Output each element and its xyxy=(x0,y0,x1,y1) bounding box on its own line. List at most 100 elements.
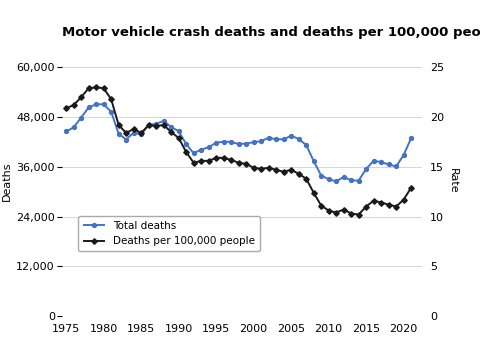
Total deaths xyxy=(288,134,294,138)
Deaths per 100,000 people xyxy=(206,159,212,163)
Total deaths xyxy=(251,140,256,144)
Deaths per 100,000 people xyxy=(303,177,309,181)
Total deaths xyxy=(311,159,316,163)
Deaths per 100,000 people xyxy=(131,127,136,131)
Total deaths xyxy=(206,145,212,149)
Total deaths xyxy=(63,129,69,134)
Deaths per 100,000 people xyxy=(183,150,189,154)
Total deaths xyxy=(213,140,219,145)
Total deaths xyxy=(243,141,249,146)
Deaths per 100,000 people xyxy=(273,168,279,172)
Deaths per 100,000 people xyxy=(363,204,369,209)
Deaths per 100,000 people xyxy=(176,136,181,140)
Total deaths xyxy=(408,136,414,140)
Deaths per 100,000 people xyxy=(318,204,324,208)
Total deaths xyxy=(303,143,309,147)
Total deaths xyxy=(161,119,167,123)
Deaths per 100,000 people xyxy=(138,131,144,135)
Y-axis label: Deaths: Deaths xyxy=(2,162,12,201)
Total deaths xyxy=(123,137,129,142)
Deaths per 100,000 people xyxy=(168,130,174,134)
Deaths per 100,000 people xyxy=(161,123,167,127)
Legend: Total deaths, Deaths per 100,000 people: Total deaths, Deaths per 100,000 people xyxy=(78,216,260,251)
Deaths per 100,000 people xyxy=(258,167,264,171)
Total deaths xyxy=(71,125,76,130)
Total deaths xyxy=(78,116,84,120)
Total deaths xyxy=(371,159,376,163)
Total deaths xyxy=(146,123,152,127)
Deaths per 100,000 people xyxy=(63,106,69,110)
Total deaths xyxy=(281,137,287,141)
Total deaths xyxy=(221,140,227,144)
Total deaths xyxy=(363,167,369,171)
Deaths per 100,000 people xyxy=(401,197,407,202)
Total deaths xyxy=(401,153,407,157)
Total deaths xyxy=(191,151,196,155)
Deaths per 100,000 people xyxy=(108,97,114,101)
Total deaths xyxy=(266,136,272,140)
Deaths per 100,000 people xyxy=(101,86,107,90)
Deaths per 100,000 people xyxy=(221,156,227,160)
Deaths per 100,000 people xyxy=(198,159,204,163)
Deaths per 100,000 people xyxy=(333,210,339,215)
Deaths per 100,000 people xyxy=(311,191,316,195)
Y-axis label: Rate: Rate xyxy=(448,168,458,194)
Total deaths xyxy=(341,175,347,179)
Total deaths xyxy=(326,177,332,181)
Total deaths xyxy=(176,129,181,133)
Deaths per 100,000 people xyxy=(251,165,256,170)
Deaths per 100,000 people xyxy=(71,103,76,107)
Line: Total deaths: Total deaths xyxy=(64,102,413,183)
Total deaths xyxy=(318,173,324,178)
Deaths per 100,000 people xyxy=(288,168,294,172)
Deaths per 100,000 people xyxy=(326,208,332,213)
Deaths per 100,000 people xyxy=(146,123,152,127)
Total deaths xyxy=(86,105,92,109)
Deaths per 100,000 people xyxy=(116,123,121,127)
Total deaths xyxy=(296,137,301,141)
Deaths per 100,000 people xyxy=(296,172,301,176)
Deaths per 100,000 people xyxy=(393,204,399,209)
Total deaths xyxy=(108,109,114,114)
Deaths per 100,000 people xyxy=(123,131,129,135)
Line: Deaths per 100,000 people: Deaths per 100,000 people xyxy=(64,85,413,216)
Deaths per 100,000 people xyxy=(243,162,249,166)
Deaths per 100,000 people xyxy=(341,208,347,212)
Total deaths xyxy=(131,130,136,135)
Deaths per 100,000 people xyxy=(408,186,414,190)
Total deaths xyxy=(116,132,121,136)
Deaths per 100,000 people xyxy=(348,211,354,216)
Text: Motor vehicle crash deaths and deaths per 100,000 people, 1975-2021: Motor vehicle crash deaths and deaths pe… xyxy=(62,25,480,38)
Deaths per 100,000 people xyxy=(228,158,234,162)
Deaths per 100,000 people xyxy=(386,202,392,207)
Deaths per 100,000 people xyxy=(236,161,241,165)
Total deaths xyxy=(168,125,174,129)
Deaths per 100,000 people xyxy=(281,169,287,174)
Total deaths xyxy=(273,137,279,141)
Total deaths xyxy=(393,164,399,169)
Deaths per 100,000 people xyxy=(86,86,92,90)
Total deaths xyxy=(183,142,189,146)
Deaths per 100,000 people xyxy=(356,213,361,217)
Total deaths xyxy=(356,178,361,183)
Total deaths xyxy=(198,148,204,152)
Total deaths xyxy=(258,139,264,143)
Deaths per 100,000 people xyxy=(191,161,196,165)
Total deaths xyxy=(101,102,107,106)
Total deaths xyxy=(386,162,392,167)
Deaths per 100,000 people xyxy=(153,124,159,128)
Total deaths xyxy=(333,179,339,183)
Total deaths xyxy=(138,132,144,136)
Deaths per 100,000 people xyxy=(213,156,219,160)
Total deaths xyxy=(153,122,159,126)
Total deaths xyxy=(378,160,384,164)
Deaths per 100,000 people xyxy=(371,199,376,203)
Deaths per 100,000 people xyxy=(266,165,272,170)
Total deaths xyxy=(348,178,354,182)
Total deaths xyxy=(93,102,99,106)
Total deaths xyxy=(228,140,234,144)
Deaths per 100,000 people xyxy=(78,95,84,99)
Deaths per 100,000 people xyxy=(378,200,384,205)
Deaths per 100,000 people xyxy=(93,85,99,89)
Total deaths xyxy=(236,142,241,146)
